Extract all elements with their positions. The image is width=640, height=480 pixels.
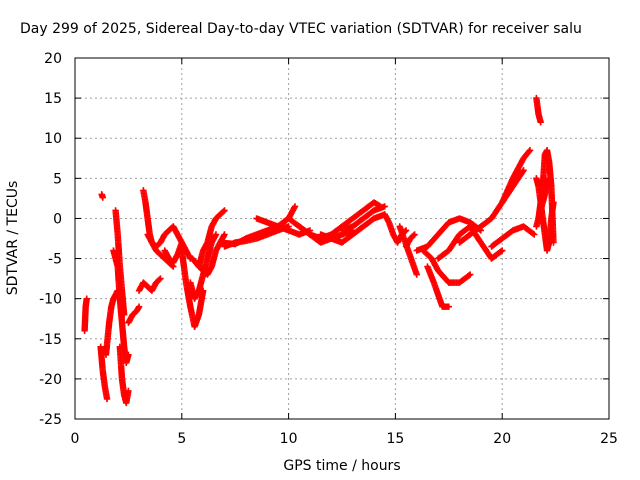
data-point — [125, 351, 132, 359]
series-arc37 — [533, 175, 553, 230]
series-arc22 — [317, 211, 388, 246]
data-point — [465, 272, 473, 279]
series-arc32 — [488, 223, 538, 250]
series-arc9 — [135, 275, 164, 294]
x-tick-label: 15 — [386, 431, 404, 447]
y-tick-labels: 20 15 10 5 0 -5 -10 -15 -20 -25 — [39, 51, 62, 428]
data-point — [212, 231, 220, 238]
data-points — [81, 94, 557, 407]
chart-title: Day 299 of 2025, Sidereal Day-to-day VTE… — [20, 21, 582, 37]
data-point — [411, 231, 418, 238]
data-point — [445, 303, 452, 310]
x-tick-label: 10 — [280, 431, 298, 447]
y-tick-label: -15 — [39, 332, 62, 348]
data-point — [103, 395, 111, 403]
y-tick-label: 5 — [53, 171, 62, 187]
y-tick-label: 0 — [53, 211, 62, 227]
series-arc31 — [456, 167, 527, 246]
grid-lines — [75, 58, 609, 419]
series-arc4 — [102, 287, 121, 359]
series-arc11 — [144, 223, 185, 250]
series-arc7 — [116, 343, 132, 407]
series-arc23 — [338, 203, 388, 234]
x-tick-label: 0 — [71, 431, 80, 447]
series-arc28 — [419, 247, 474, 286]
data-point — [545, 175, 553, 182]
data-point — [413, 271, 420, 278]
data-point — [220, 208, 227, 215]
series-arc2 — [97, 343, 111, 403]
data-point — [410, 232, 417, 239]
data-point — [520, 167, 527, 174]
y-tick-label: -10 — [39, 292, 62, 308]
series-arc6 — [112, 207, 128, 318]
y-axis-label: SDTVAR / TECUs — [5, 181, 21, 296]
y-tick-label: -25 — [39, 412, 62, 428]
data-point — [537, 118, 544, 126]
x-tick-label: 20 — [493, 431, 511, 447]
series-arc27 — [424, 263, 452, 310]
data-point — [529, 230, 537, 237]
x-tick-label: 25 — [600, 431, 618, 447]
y-tick-label: 15 — [44, 91, 62, 107]
data-point — [466, 271, 474, 278]
data-point — [83, 295, 90, 302]
data-point — [519, 168, 526, 175]
series-arc13 — [178, 247, 207, 330]
series-arc30 — [434, 223, 506, 262]
data-point — [221, 207, 228, 214]
data-point — [221, 231, 228, 238]
series-arc33 — [499, 147, 534, 206]
series-arc1 — [81, 295, 90, 334]
x-tick-labels: 0 5 10 15 20 25 — [71, 431, 618, 447]
y-tick-label: 10 — [44, 131, 62, 147]
data-point — [291, 203, 299, 210]
data-point — [497, 248, 505, 255]
series-arc8 — [125, 303, 143, 326]
data-point — [125, 387, 132, 395]
series-arc3 — [98, 191, 106, 201]
x-axis-label: GPS time / hours — [283, 458, 400, 474]
data-point — [157, 275, 164, 282]
series-arc29 — [413, 215, 485, 254]
data-point — [499, 247, 506, 254]
series-arc15 — [189, 207, 228, 270]
series-arc34 — [533, 94, 544, 126]
series-arc36 — [535, 147, 557, 246]
data-point — [381, 203, 388, 210]
y-tick-label: 20 — [44, 51, 62, 67]
data-point — [135, 303, 143, 310]
plot-frame — [74, 57, 610, 420]
y-tick-label: -20 — [39, 372, 62, 388]
axis-ticks — [74, 57, 610, 420]
data-point — [531, 231, 538, 238]
series-arc26 — [402, 231, 418, 250]
x-tick-label: 5 — [177, 431, 186, 447]
y-tick-label: -5 — [48, 252, 62, 268]
data-point — [526, 147, 534, 154]
data-point — [156, 276, 163, 283]
data-point — [550, 239, 557, 246]
data-point — [99, 194, 106, 201]
data-point — [120, 311, 128, 318]
data-point — [525, 148, 533, 155]
